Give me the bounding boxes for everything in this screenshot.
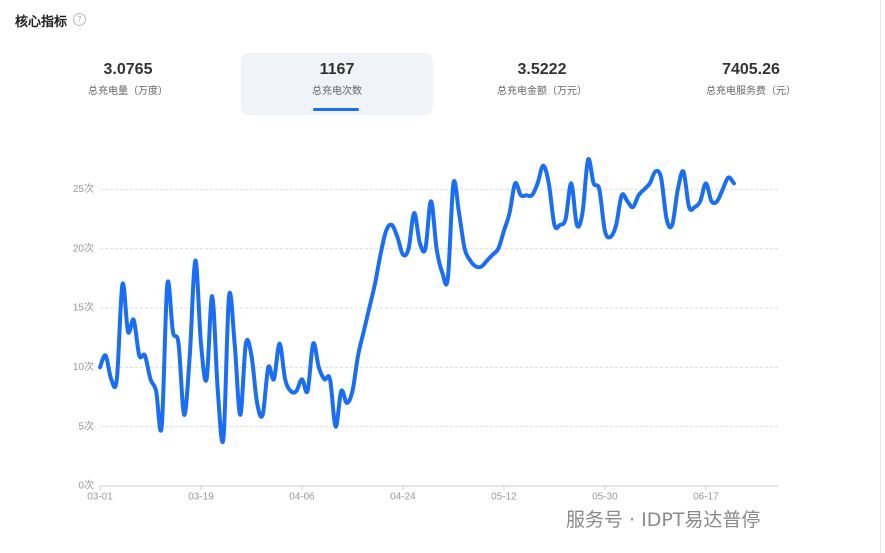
y-tick-label: 5次 <box>78 419 94 432</box>
kpi-tab[interactable]: 7405.26 总充电服务费（元） <box>655 53 847 115</box>
x-tick-label: 03-01 <box>87 492 113 503</box>
x-tick-label: 05-12 <box>491 492 517 503</box>
kpi-value: 3.5222 <box>517 61 567 78</box>
x-tick-label: 04-06 <box>289 492 315 503</box>
y-tick-label: 20次 <box>73 241 94 254</box>
kpi-label: 总充电金额（万元） <box>497 86 587 97</box>
kpi-tab[interactable]: 1167 总充电次数 <box>241 53 433 115</box>
y-tick-label: 0次 <box>78 479 94 492</box>
kpi-value: 7405.26 <box>722 61 780 78</box>
card-border <box>880 0 881 553</box>
x-tick-label: 05-30 <box>592 492 618 503</box>
line-series <box>98 157 736 444</box>
y-tick-label: 10次 <box>73 360 94 373</box>
x-tick-label: 04-24 <box>390 492 416 503</box>
y-tick-label: 25次 <box>73 182 94 195</box>
kpi-tab[interactable]: 3.0765 总充电量（万度） <box>32 53 224 115</box>
x-tick-label: 03-19 <box>188 492 214 503</box>
kpi-label: 总充电次数 <box>312 86 362 97</box>
help-icon[interactable]: ? <box>73 13 86 26</box>
kpi-label: 总充电量（万度） <box>88 86 168 97</box>
section-title: 核心指标 <box>15 15 68 30</box>
kpi-label: 总充电服务费（元） <box>706 86 796 97</box>
kpi-tab[interactable]: 3.5222 总充电金额（万元） <box>446 53 638 115</box>
x-tick-label: 06-17 <box>693 492 719 503</box>
kpi-value: 1167 <box>319 61 355 78</box>
watermark: 服务号 · IDPT易达普停 <box>566 509 761 531</box>
kpi-value: 3.0765 <box>103 61 153 78</box>
y-tick-label: 15次 <box>73 301 94 314</box>
